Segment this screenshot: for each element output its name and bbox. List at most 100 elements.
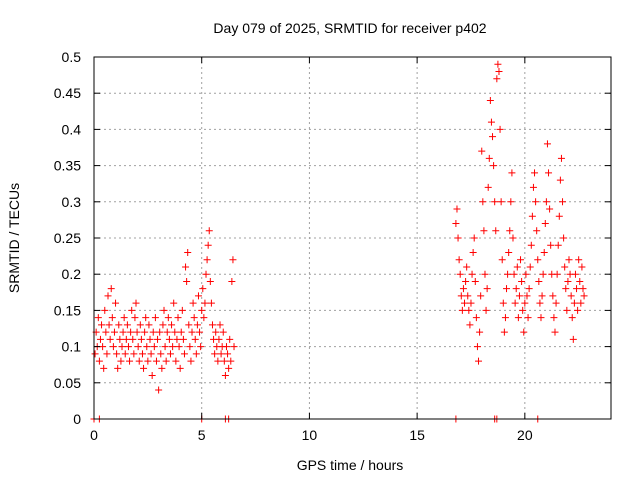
data-point	[211, 350, 219, 358]
data-point	[96, 335, 104, 343]
data-point	[116, 335, 124, 343]
data-point	[112, 299, 120, 307]
data-point	[126, 357, 134, 365]
data-point	[492, 227, 500, 235]
data-point	[521, 299, 529, 307]
data-point	[106, 335, 114, 343]
x-axis-label: GPS time / hours	[297, 457, 404, 473]
data-point	[179, 335, 187, 343]
data-point	[473, 343, 481, 351]
data-point	[576, 277, 584, 285]
plot-frame	[93, 56, 612, 420]
data-point	[522, 270, 530, 278]
y-tick-label: 0.3	[62, 194, 82, 210]
data-point	[121, 350, 129, 358]
data-point	[491, 198, 499, 206]
data-point	[98, 321, 106, 329]
data-point	[536, 299, 544, 307]
data-point	[457, 292, 465, 300]
data-point	[216, 321, 224, 329]
data-point	[568, 314, 576, 322]
data-point	[486, 96, 494, 104]
data-point	[537, 314, 545, 322]
data-point	[465, 306, 473, 314]
data-point	[194, 292, 202, 300]
data-point	[182, 263, 190, 271]
data-point	[207, 299, 215, 307]
data-point	[455, 256, 463, 264]
data-point	[163, 328, 171, 336]
data-point	[495, 67, 503, 75]
data-point	[157, 350, 165, 358]
data-point	[146, 335, 154, 343]
data-point	[507, 198, 515, 206]
data-point	[501, 314, 509, 322]
data-point	[532, 198, 540, 206]
data-point	[155, 386, 163, 394]
data-point	[91, 350, 99, 358]
y-tick-label: 0.4	[62, 121, 82, 137]
data-point	[577, 299, 585, 307]
data-point	[117, 357, 125, 365]
data-point	[535, 277, 543, 285]
data-point	[512, 285, 520, 293]
data-point	[476, 328, 484, 336]
data-point	[196, 328, 204, 336]
data-point	[485, 154, 493, 162]
data-point	[154, 335, 162, 343]
data-point	[198, 306, 206, 314]
data-point	[141, 328, 149, 336]
data-point	[523, 292, 531, 300]
data-point	[169, 343, 177, 351]
x-tick-label: 0	[90, 427, 98, 443]
data-point	[482, 306, 490, 314]
data-point	[556, 176, 564, 184]
data-point	[483, 285, 491, 293]
data-point	[549, 292, 557, 300]
y-tick-label: 0.2	[62, 266, 82, 282]
data-point	[113, 350, 121, 358]
data-point	[462, 277, 470, 285]
data-point	[563, 306, 571, 314]
data-point	[219, 328, 227, 336]
data-point	[151, 314, 159, 322]
data-point	[533, 227, 541, 235]
data-point	[490, 162, 498, 170]
data-point	[503, 285, 511, 293]
data-point	[559, 198, 567, 206]
data-point	[158, 364, 166, 372]
data-point	[148, 372, 156, 380]
data-point	[142, 314, 150, 322]
data-point	[186, 343, 194, 351]
data-point	[230, 343, 238, 351]
data-point	[498, 256, 506, 264]
data-point	[519, 306, 527, 314]
data-point	[508, 169, 516, 177]
data-point	[525, 285, 533, 293]
data-point	[129, 335, 137, 343]
data-point	[463, 263, 471, 271]
data-point	[500, 328, 508, 336]
data-point	[168, 321, 176, 329]
data-point	[573, 285, 581, 293]
data-point	[471, 277, 479, 285]
data-point	[468, 270, 476, 278]
data-point	[206, 277, 214, 285]
data-point	[552, 299, 560, 307]
data-point	[493, 75, 501, 83]
data-point	[571, 270, 579, 278]
data-point	[547, 241, 555, 249]
data-point	[162, 357, 170, 365]
data-point	[159, 321, 167, 329]
data-point	[165, 335, 173, 343]
data-point	[100, 364, 108, 372]
data-point	[215, 335, 223, 343]
data-point	[189, 299, 197, 307]
data-point	[202, 270, 210, 278]
data-point	[562, 285, 570, 293]
data-point	[578, 263, 586, 271]
data-point	[201, 299, 209, 307]
data-point	[489, 133, 497, 141]
data-point	[472, 314, 480, 322]
data-point	[208, 321, 216, 329]
